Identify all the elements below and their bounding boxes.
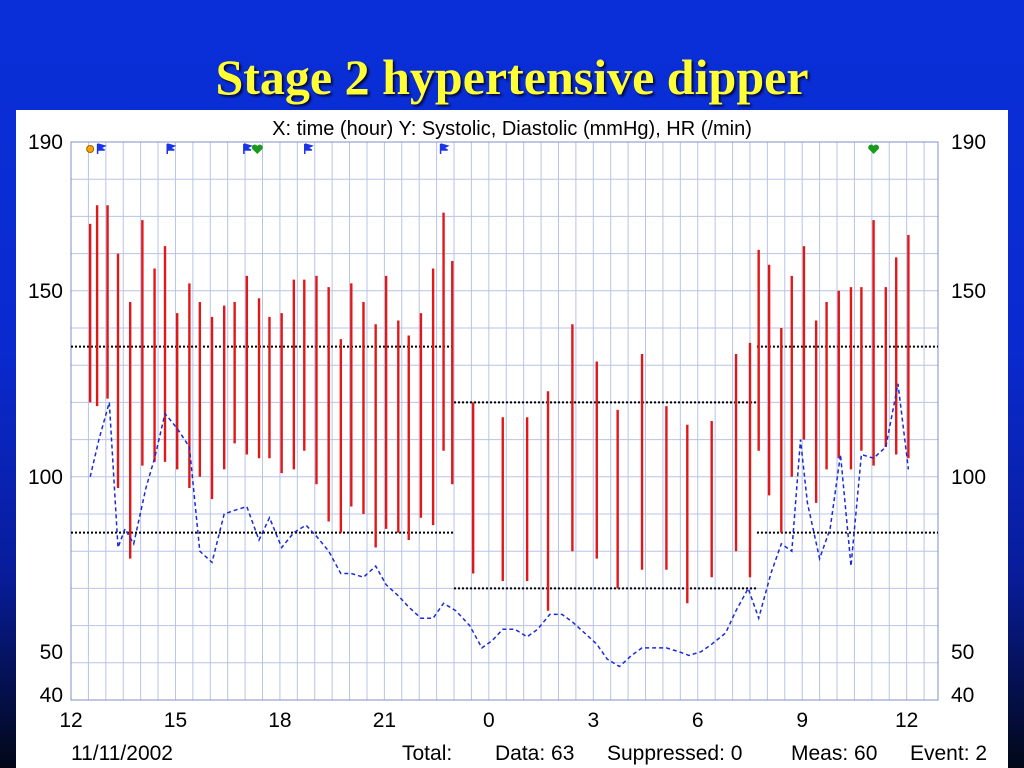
x-tick-label: 21 (373, 709, 396, 732)
footer-data: Data: 63 (495, 742, 574, 765)
x-tick-label: 9 (796, 709, 808, 732)
circle-marker-icon (86, 145, 95, 153)
y-tick-label-left: 190 (28, 131, 63, 154)
y-tick-label-left: 40 (40, 684, 63, 707)
y-tick-label-left: 50 (40, 641, 63, 664)
y-tick-label-right: 50 (951, 641, 974, 664)
slide-title: Stage 2 hypertensive dipper (215, 49, 809, 105)
y-tick-label-right: 190 (951, 131, 986, 154)
plot-frame (70, 141, 939, 701)
flag-icon (439, 143, 450, 154)
x-tick-label: 6 (692, 709, 704, 732)
x-tick-label: 18 (268, 709, 291, 732)
footer-suppressed: Suppressed: 0 (607, 742, 742, 765)
heart-icon (868, 144, 879, 154)
flag-icon (304, 143, 314, 154)
y-tick-label-left: 100 (28, 466, 63, 489)
y-tick-label-left: 150 (28, 280, 63, 303)
x-tick-label: 12 (895, 709, 918, 732)
chart-title: X: time (hour) Y: Systolic, Diastolic (m… (272, 118, 752, 140)
x-tick-label: 15 (164, 709, 187, 732)
footer-event: Event: 2 (910, 742, 987, 765)
flag-icon (166, 143, 177, 154)
chart-panel: X: time (hour) Y: Systolic, Diastolic (m… (16, 110, 1008, 768)
x-tick-label: 0 (483, 709, 495, 732)
y-tick-label-right: 100 (951, 466, 986, 489)
heart-icon (251, 144, 263, 154)
footer-meas: Meas: 60 (791, 742, 877, 765)
y-tick-label-right: 40 (951, 684, 974, 707)
flag-icon (96, 143, 107, 154)
footer-total-label: Total: (402, 742, 452, 765)
x-tick-label: 3 (587, 709, 599, 732)
flag-icon (243, 143, 253, 154)
y-tick-label-right: 150 (951, 280, 986, 303)
bp-chart: X: time (hour) Y: Systolic, Diastolic (m… (28, 118, 987, 765)
footer-date: 11/11/2002 (71, 742, 173, 765)
x-tick-label: 12 (59, 709, 82, 732)
